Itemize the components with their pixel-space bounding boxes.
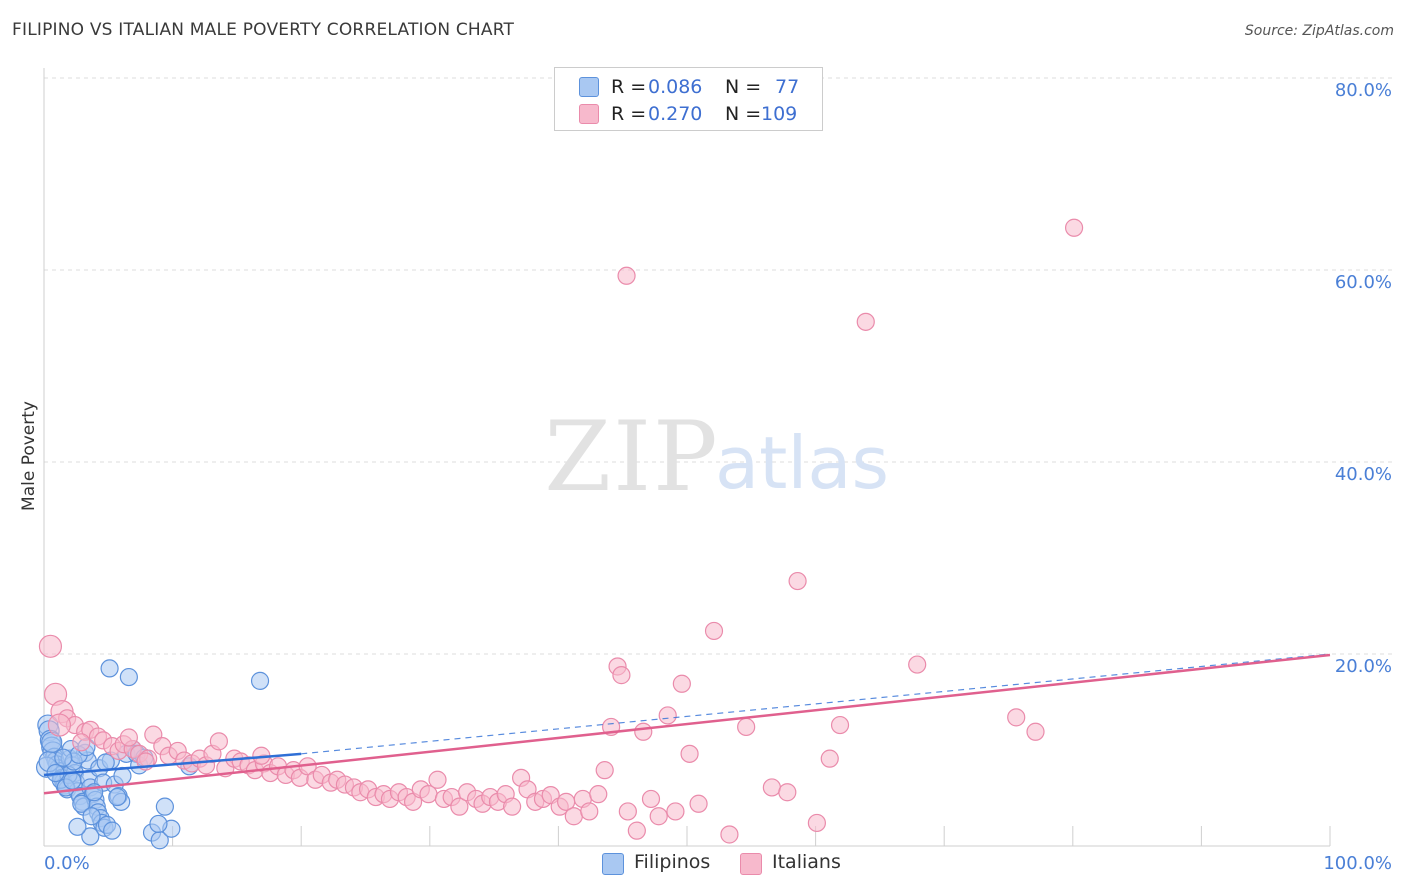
italian-point xyxy=(618,802,637,821)
source-label: Source: ZipAtlas.com xyxy=(1244,23,1394,39)
filipino-point xyxy=(155,797,174,816)
italian-point xyxy=(737,717,756,737)
legend-r-label: R = xyxy=(611,76,647,98)
watermark: ZIP atlas xyxy=(544,401,889,513)
italian-point xyxy=(720,825,739,844)
italian-point xyxy=(612,666,631,685)
filipino-point xyxy=(100,659,119,678)
italian-point xyxy=(589,785,608,804)
correlation-legend: R = 0.086 N = 77 R = 0.270 N = 109 xyxy=(554,67,823,131)
italian-point xyxy=(1064,218,1084,237)
italian-point xyxy=(634,722,653,741)
gridlines xyxy=(44,77,1392,655)
italian-point xyxy=(641,789,661,809)
italian-point xyxy=(788,571,807,591)
filipino-point xyxy=(82,807,101,826)
italian-point xyxy=(672,674,691,693)
italian-point xyxy=(1007,708,1026,727)
italian-point xyxy=(47,713,72,737)
italian-point xyxy=(627,821,646,840)
data-points xyxy=(35,218,1084,850)
italian-point xyxy=(595,761,614,780)
italian-point xyxy=(428,770,447,789)
italian-point xyxy=(580,802,599,821)
legend-n-value: 109 xyxy=(761,103,798,125)
italian-point xyxy=(856,312,875,331)
watermark-atlas: atlas xyxy=(715,421,889,505)
italian-point xyxy=(38,634,63,658)
watermark-zip: ZIP xyxy=(544,401,719,513)
filipino-point xyxy=(103,821,122,840)
filipino-point xyxy=(63,771,82,790)
trend-lines xyxy=(43,653,1331,795)
bottom-swatch-pink xyxy=(740,853,762,875)
italian-point xyxy=(762,778,781,797)
chart-title: FILIPINO VS ITALIAN MALE POVERTY CORRELA… xyxy=(12,20,515,40)
italian-point xyxy=(72,733,91,752)
legend-n-value: 77 xyxy=(775,76,800,98)
y-tick-label: 80.0% xyxy=(1335,80,1392,101)
filipino-point xyxy=(68,817,87,836)
filipino-point xyxy=(72,794,91,813)
bottom-legend-label: Filipinos xyxy=(634,851,711,873)
filipino-point xyxy=(149,814,168,834)
filipino-point xyxy=(108,787,127,807)
italian-point xyxy=(617,266,636,285)
x-tick-label: 0.0% xyxy=(44,853,90,874)
filipino-point xyxy=(250,671,270,690)
filipino-point xyxy=(81,827,100,846)
y-tick-label: 60.0% xyxy=(1335,272,1392,293)
italian-point xyxy=(503,797,522,816)
legend-n-label: N = xyxy=(725,76,762,98)
legend-n-label: N = xyxy=(725,103,762,125)
filipino-trend-line xyxy=(43,752,302,777)
italian-trend-line xyxy=(43,653,1331,795)
legend-r-label: R = xyxy=(611,103,647,125)
italian-point xyxy=(666,802,685,821)
italian-point xyxy=(820,749,839,768)
y-tick-label: 20.0% xyxy=(1335,656,1392,677)
italian-point xyxy=(450,797,469,816)
axis-labels: 20.0% 40.0% 60.0% 80.0% 0.0% 100.0% Male Pover… xyxy=(19,80,1392,874)
italian-point xyxy=(778,783,797,802)
y-tick-label: 40.0% xyxy=(1335,464,1392,485)
y-axis-title: Male Poverty xyxy=(19,401,39,511)
italian-point xyxy=(704,621,724,641)
filipino-point xyxy=(119,667,138,687)
bottom-legend-label: Italians xyxy=(772,851,841,873)
legend-r-value: 0.086 xyxy=(648,76,703,98)
italian-point xyxy=(649,807,668,826)
italian-point xyxy=(564,807,583,826)
filipino-point xyxy=(54,748,73,767)
italian-point xyxy=(658,706,677,725)
legend-r-value: 0.270 xyxy=(648,103,703,125)
italian-point xyxy=(908,655,927,674)
bottom-swatch-blue xyxy=(602,853,624,875)
filipino-trend-extension xyxy=(301,653,1331,755)
italian-point xyxy=(1026,722,1045,741)
italian-point xyxy=(119,728,138,747)
italian-point xyxy=(807,813,826,833)
legend-swatch-blue xyxy=(579,77,599,97)
italian-point xyxy=(209,732,228,751)
legend-swatch-pink xyxy=(579,104,599,124)
x-tick-label: 100.0% xyxy=(1323,853,1392,874)
italian-point xyxy=(830,715,850,735)
italian-point xyxy=(680,744,699,763)
italian-point xyxy=(689,794,708,813)
